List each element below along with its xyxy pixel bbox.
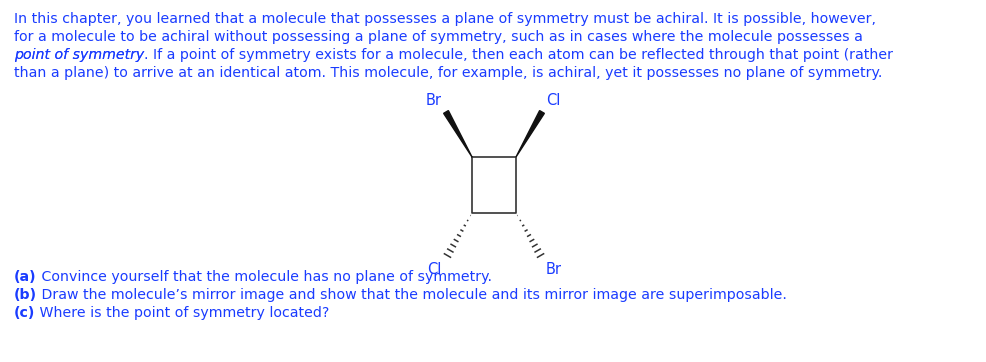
Text: Draw the molecule’s mirror image and show that the molecule and its mirror image: Draw the molecule’s mirror image and sho… [37,288,786,302]
Text: point of symmetry: point of symmetry [14,48,144,62]
Text: (b): (b) [14,288,37,302]
Text: (c): (c) [14,306,35,320]
Text: Br: Br [426,93,442,108]
Text: point of symmetry: point of symmetry [14,48,144,62]
Text: for a molecule to be achiral without possessing a plane of symmetry, such as in : for a molecule to be achiral without pos… [14,30,862,44]
Text: Br: Br [545,262,561,277]
Text: than a plane) to arrive at an identical atom. This molecule, for example, is ach: than a plane) to arrive at an identical … [14,66,881,80]
Polygon shape [443,111,471,157]
Text: (a): (a) [14,270,36,284]
Text: In this chapter, you learned that a molecule that possesses a plane of symmetry : In this chapter, you learned that a mole… [14,12,876,26]
Polygon shape [516,111,544,157]
Text: Convince yourself that the molecule has no plane of symmetry.: Convince yourself that the molecule has … [36,270,491,284]
Text: . If a point of symmetry exists for a molecule, then each atom can be reflected : . If a point of symmetry exists for a mo… [144,48,892,62]
Text: Cl: Cl [427,262,442,277]
Text: Where is the point of symmetry located?: Where is the point of symmetry located? [35,306,329,320]
Text: Cl: Cl [545,93,560,108]
